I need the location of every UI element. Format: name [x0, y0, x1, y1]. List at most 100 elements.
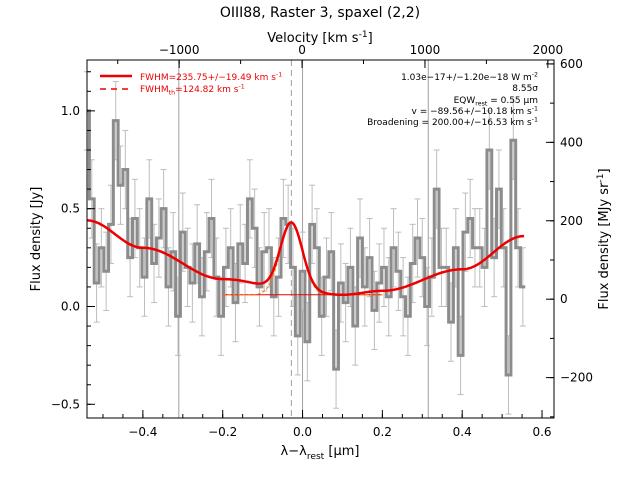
right-y-axis-title: Flux density [MJy sr-1​] — [596, 168, 612, 309]
data-point — [153, 262, 155, 264]
data-point — [206, 251, 208, 253]
data-point — [311, 223, 313, 225]
data-point — [105, 270, 107, 272]
data-point — [282, 217, 284, 219]
annotation-eqw: EQWrest​ = 0.55 μm — [454, 96, 538, 108]
data-step-line — [87, 109, 526, 377]
data-point — [254, 227, 256, 229]
data-point — [450, 321, 452, 323]
data-point — [134, 217, 136, 219]
annotation-broadening: Broadening = 200.00+/−16.53 km s-1​ — [367, 116, 538, 128]
annotation-significance: 8.55σ — [512, 84, 538, 94]
data-point — [522, 286, 524, 288]
data-point — [402, 296, 404, 298]
data-point — [100, 247, 102, 249]
data-point — [249, 198, 251, 200]
data-point — [421, 257, 423, 259]
x-tick-label: 0.6 — [532, 425, 551, 439]
y-tick-label: 0.0 — [61, 299, 80, 313]
data-point — [244, 262, 246, 264]
top-x-tick-label: 2000 — [533, 43, 564, 57]
data-point — [124, 169, 126, 171]
legend-label-fwhm-th: FWHMth​=124.82 km s-1​ — [140, 83, 245, 96]
data-point — [239, 243, 241, 245]
data-series — [86, 109, 526, 377]
data-point — [426, 305, 428, 307]
data-point — [196, 243, 198, 245]
data-point — [129, 257, 131, 259]
data-point — [383, 266, 385, 268]
data-point — [393, 247, 395, 249]
data-point — [258, 286, 260, 288]
data-point — [278, 276, 280, 278]
data-point — [460, 354, 462, 356]
data-point — [297, 335, 299, 337]
annotation-velocity: v = −89.56+/−10.18 km s-1​ — [412, 105, 538, 117]
data-point — [325, 276, 327, 278]
x-tick-label: 0.0 — [293, 425, 312, 439]
data-point — [335, 368, 337, 370]
data-point — [345, 302, 347, 304]
data-point — [517, 247, 519, 249]
data-point — [479, 247, 481, 249]
top-x-tick-label: 1000 — [410, 43, 441, 57]
data-point — [263, 251, 265, 253]
top-x-tick-label: −1000 — [159, 43, 200, 57]
data-point — [220, 315, 222, 317]
data-point — [388, 296, 390, 298]
data-point — [340, 282, 342, 284]
data-point — [474, 247, 476, 249]
data-point — [354, 325, 356, 327]
data-point — [349, 266, 351, 268]
data-point — [412, 262, 414, 264]
data-point — [512, 139, 514, 141]
y-tick-label: 1.0 — [61, 104, 80, 118]
data-point — [488, 149, 490, 151]
data-point — [225, 266, 227, 268]
data-point — [230, 247, 232, 249]
data-point — [484, 266, 486, 268]
data-point — [321, 315, 323, 317]
y-axis-title: Flux density [Jy] — [29, 187, 44, 292]
data-point — [148, 198, 150, 200]
right-y-tick-label: 600 — [560, 57, 583, 71]
data-point — [440, 266, 442, 268]
data-point — [455, 247, 457, 249]
data-point — [498, 188, 500, 190]
data-point — [302, 270, 304, 272]
top-x-axis-title: Velocity [km s-1​] — [267, 30, 372, 46]
axes — [86, 59, 555, 419]
data-point — [330, 251, 332, 253]
right-y-tick-label: 200 — [560, 214, 583, 228]
fit-total-curve — [87, 219, 525, 297]
data-point — [464, 231, 466, 233]
data-point — [158, 237, 160, 239]
top-x-tick-label: 0 — [298, 43, 306, 57]
data-point — [182, 231, 184, 233]
data-point — [469, 217, 471, 219]
x-axis-title: λ−λrest​ [μm] — [281, 444, 360, 462]
data-point — [268, 247, 270, 249]
data-point — [507, 374, 509, 376]
data-point — [96, 282, 98, 284]
y-tick-label: −0.5 — [51, 397, 80, 411]
data-point — [167, 286, 169, 288]
legend-label-fwhm: FWHM=235.75+/−19.49 km s-1​ — [140, 71, 282, 83]
data-point — [91, 198, 93, 200]
x-tick-label: 0.2 — [373, 425, 392, 439]
data-point — [292, 266, 294, 268]
data-point — [191, 282, 193, 284]
ticks — [87, 60, 554, 418]
data-point — [115, 120, 117, 122]
data-point — [110, 223, 112, 225]
data-point — [364, 286, 366, 288]
legend: FWHM=235.75+/−19.49 km s-1​FWHMth​=124.8… — [100, 71, 282, 97]
data-point — [211, 217, 213, 219]
right-y-tick-label: 400 — [560, 135, 583, 149]
labels: −0.4 −0.2 0.0 0.2 0.4 0.6 −0.5 0.0 0.5 1.0 −1000 0 1… — [29, 5, 612, 462]
x-tick-label: −0.2 — [208, 425, 237, 439]
fit-curves — [87, 219, 525, 297]
data-point — [369, 257, 371, 259]
data-point — [273, 296, 275, 298]
